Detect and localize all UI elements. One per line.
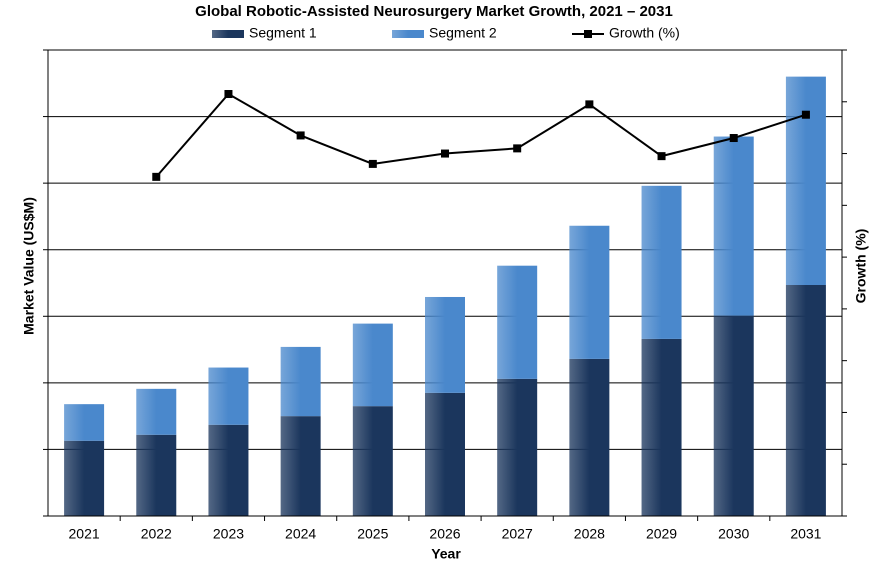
growth-marker: [224, 90, 233, 99]
bar-segment: [497, 265, 538, 379]
bar-segment: [352, 406, 393, 516]
x-tick-label: 2026: [429, 526, 460, 542]
bar-segment: [569, 358, 610, 516]
growth-marker: [513, 144, 522, 153]
x-tick-label: 2023: [213, 526, 244, 542]
bar-segment: [785, 76, 826, 285]
chart-title: Global Robotic-Assisted Neurosurgery Mar…: [195, 3, 673, 20]
growth-marker: [729, 134, 738, 143]
x-tick-label: 2031: [790, 526, 821, 542]
y-axis-label: Market Value (US$M): [21, 197, 37, 335]
legend-swatch: [584, 30, 592, 38]
x-tick-label: 2027: [502, 526, 533, 542]
x-tick-label: 2021: [69, 526, 100, 542]
x-tick-label: 2025: [357, 526, 388, 542]
bar-segment: [64, 404, 105, 441]
legend-swatch: [392, 30, 424, 38]
bar-segment: [641, 185, 682, 339]
bar-segment: [497, 378, 538, 516]
legend-swatch: [212, 30, 244, 38]
growth-marker: [296, 131, 305, 140]
x-axis-label: Year: [431, 546, 461, 562]
growth-line: [155, 92, 807, 178]
bar-segment: [352, 323, 393, 407]
growth-marker: [801, 110, 810, 119]
bar-segment: [208, 424, 249, 516]
bar-segment: [569, 225, 610, 359]
bar-segment: [425, 296, 465, 393]
legend-label: Segment 1: [249, 25, 317, 41]
bar-segment: [280, 416, 321, 516]
bar-segment: [208, 367, 249, 425]
bar-segment: [713, 136, 754, 316]
growth-marker: [657, 152, 666, 161]
bar-segment: [425, 392, 465, 516]
bar-segment: [713, 315, 754, 516]
legend-label: Segment 2: [429, 25, 497, 41]
growth-marker: [585, 100, 594, 109]
x-tick-label: 2028: [574, 526, 605, 542]
x-tick-label: 2022: [141, 526, 172, 542]
bar-segment: [136, 434, 177, 516]
bar-segment: [280, 346, 321, 417]
y2-axis-label: Growth (%): [853, 229, 869, 304]
x-tick-label: 2024: [285, 526, 316, 542]
growth-marker: [152, 172, 161, 181]
x-tick-label: 2030: [718, 526, 749, 542]
bar-segment: [641, 338, 682, 516]
bar-segment: [136, 388, 177, 435]
bar-segment: [785, 284, 826, 516]
legend-label: Growth (%): [609, 25, 680, 41]
bar-segment: [64, 440, 105, 516]
growth-marker: [441, 149, 449, 158]
growth-marker: [368, 159, 377, 168]
x-tick-label: 2029: [646, 526, 677, 542]
